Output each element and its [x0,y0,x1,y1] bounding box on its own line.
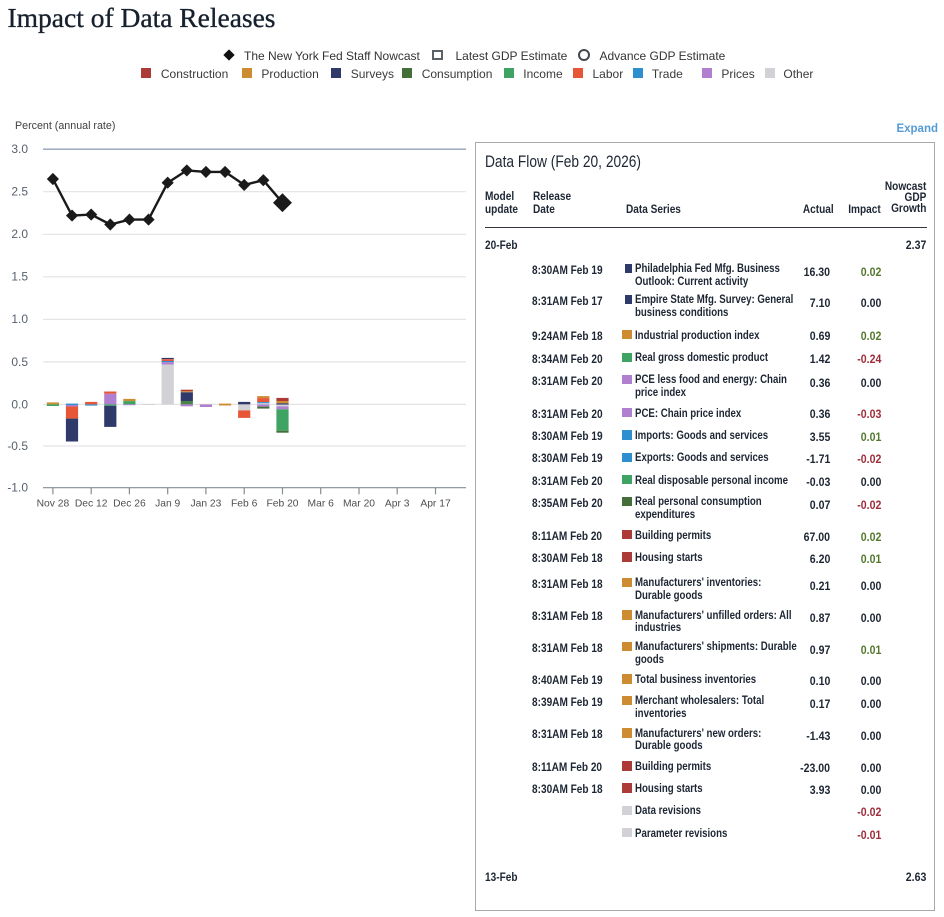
svg-text:0.5: 0.5 [11,355,28,369]
svg-text:Jan 23: Jan 23 [190,499,221,510]
svg-text:3.0: 3.0 [11,142,28,156]
svg-text:1.0: 1.0 [11,312,28,326]
svg-text:0.0: 0.0 [11,397,28,411]
svg-text:Mar 20: Mar 20 [343,499,375,510]
svg-text:2.5: 2.5 [11,185,28,199]
svg-text:-1.0: -1.0 [7,481,28,495]
svg-text:Mar 6: Mar 6 [308,499,335,510]
svg-text:Nov 28: Nov 28 [37,499,70,510]
svg-text:2.0: 2.0 [11,227,28,241]
svg-text:Apr 17: Apr 17 [420,499,451,510]
svg-text:-0.5: -0.5 [7,439,28,453]
svg-text:Feb 6: Feb 6 [231,499,258,510]
svg-text:Jan 9: Jan 9 [155,499,180,510]
svg-text:Dec 12: Dec 12 [75,499,108,510]
svg-text:Dec 26: Dec 26 [113,499,146,510]
svg-text:Feb 20: Feb 20 [266,499,298,510]
svg-text:1.5: 1.5 [11,270,28,284]
svg-text:Apr 3: Apr 3 [385,499,410,510]
